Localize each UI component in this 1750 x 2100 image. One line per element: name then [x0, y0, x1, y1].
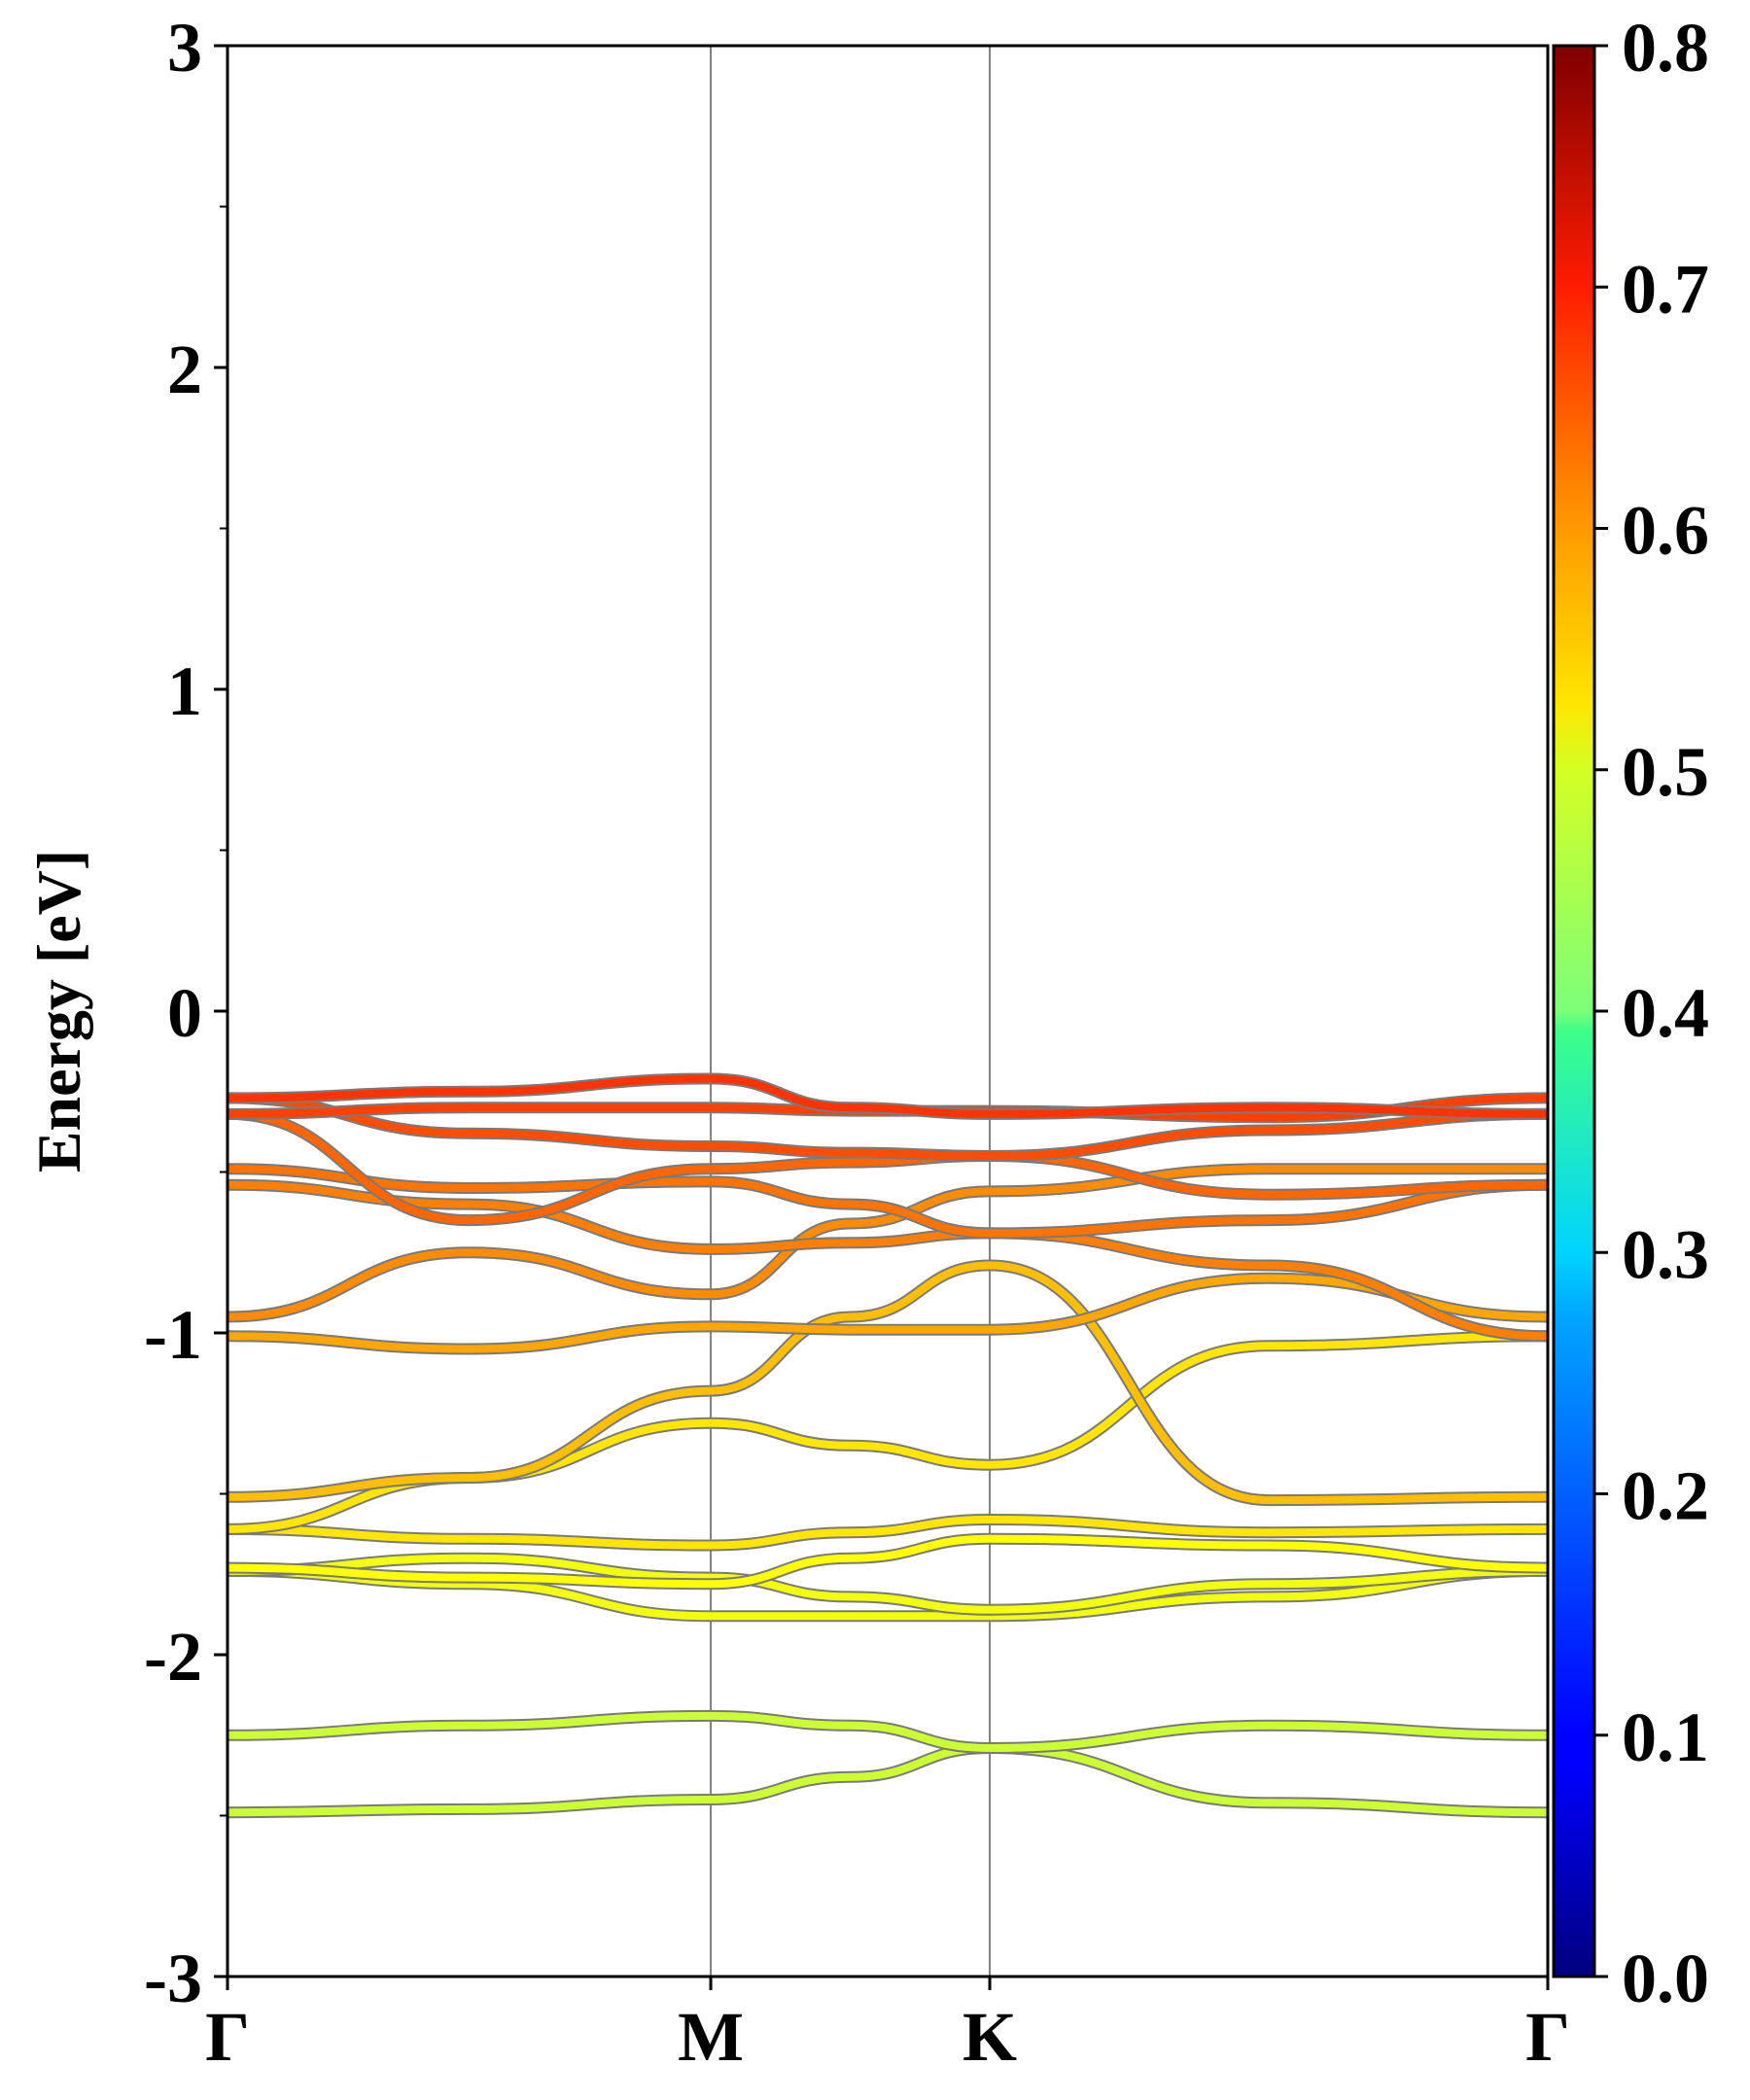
y-tick-label: 1 — [167, 652, 202, 730]
plot-area — [228, 46, 1548, 1977]
band-line — [228, 1743, 1548, 1817]
colorbar-tick-label: 0.8 — [1622, 9, 1709, 87]
band-line — [228, 1566, 1548, 1621]
band-line — [228, 1165, 1548, 1238]
band-16 — [228, 1072, 1548, 1120]
colorbar-gradient — [1552, 44, 1596, 1978]
colorbar-tick-label: 0.7 — [1622, 250, 1709, 328]
band-line — [228, 1109, 1548, 1225]
band-line — [228, 1261, 1548, 1505]
band-lines — [228, 1072, 1548, 1819]
band-line — [228, 1711, 1548, 1753]
band-9 — [228, 1272, 1548, 1355]
y-tick-label: 0 — [167, 974, 202, 1052]
band-line — [228, 1515, 1548, 1550]
y-axis-label: Energy [eV] — [24, 850, 93, 1172]
band-line — [228, 1274, 1548, 1353]
colorbar-tick-label: 0.1 — [1622, 1698, 1709, 1776]
band-12 — [228, 1163, 1548, 1240]
band-2 — [228, 1709, 1548, 1755]
band-13 — [228, 1107, 1548, 1227]
band-3 — [228, 1564, 1548, 1623]
y-tick-label: -1 — [144, 1296, 202, 1374]
x-tick-label: Γ — [205, 1998, 250, 2076]
x-tick-label: M — [678, 1998, 744, 2076]
band-10 — [228, 1163, 1548, 1323]
x-tick-label: K — [962, 1998, 1017, 2076]
band-line — [228, 1094, 1548, 1161]
band-line — [228, 1074, 1548, 1118]
colorbar-tick-label: 0.5 — [1622, 733, 1709, 811]
band-6 — [228, 1513, 1548, 1552]
band-line — [228, 1180, 1548, 1341]
band-8 — [228, 1259, 1548, 1507]
colorbar-tick-label: 0.0 — [1622, 1940, 1709, 2017]
colorbar-tick-label: 0.3 — [1622, 1215, 1709, 1293]
y-tick-label: 3 — [167, 9, 202, 87]
x-tick-label: Γ — [1525, 1998, 1570, 2076]
high-symmetry-lines — [710, 46, 992, 1977]
band-14 — [228, 1092, 1548, 1163]
colorbar-tick-label: 0.4 — [1622, 974, 1709, 1052]
y-tick-label: 2 — [167, 331, 202, 408]
band-line — [228, 1554, 1548, 1614]
y-tick-label: -2 — [144, 1618, 202, 1696]
colorbar-tick-label: 0.6 — [1622, 492, 1709, 570]
band-line — [228, 1165, 1548, 1321]
band-4 — [228, 1552, 1548, 1616]
band-line — [228, 1534, 1548, 1589]
band-5 — [228, 1532, 1548, 1591]
colorbar-ticks: 0.8 0.7 0.6 0.5 0.4 0.3 0.2 0.1 0.0 — [1594, 9, 1709, 2017]
colorbar-tick-label: 0.2 — [1622, 1457, 1709, 1535]
colorbar: 0.8 0.7 0.6 0.5 0.4 0.3 0.2 0.1 0.0 — [1552, 9, 1709, 2017]
band-11 — [228, 1178, 1548, 1343]
band-1 — [228, 1741, 1548, 1819]
y-axis: 3 2 1 0 -1 -2 -3 — [144, 9, 228, 2017]
y-tick-label: -3 — [144, 1940, 202, 2017]
